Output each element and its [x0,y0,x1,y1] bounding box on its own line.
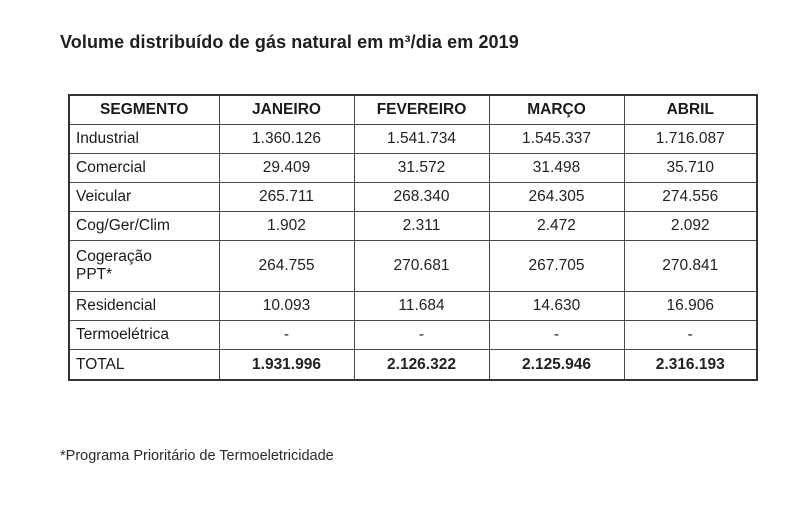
table-cell: 11.684 [353,291,490,321]
row-label: Residencial [68,291,220,321]
row-label: Veicular [68,182,220,212]
table-cell: 264.305 [488,182,625,212]
table-cell: - [488,320,625,350]
row-label: Industrial [68,124,220,154]
row-label-line2: PPT* [76,266,113,283]
table-row-cog-ger-clim: Cog/Ger/Clim 1.902 2.311 2.472 2.092 [68,211,758,241]
table-cell: 1.541.734 [353,124,490,154]
row-label: Cogeração PPT* [68,240,220,292]
table-cell: 31.572 [353,153,490,183]
table-row-residencial: Residencial 10.093 11.684 14.630 16.906 [68,291,758,321]
table-cell-total: 1.931.996 [218,349,355,381]
table-cell: 1.716.087 [623,124,758,154]
row-label: Termoelétrica [68,320,220,350]
table-row-termoeletrica: Termoelétrica - - - - [68,320,758,350]
table-cell: - [218,320,355,350]
table-cell-total: 2.125.946 [488,349,625,381]
header-janeiro: JANEIRO [218,94,355,125]
page-title: Volume distribuído de gás natural em m³/… [60,32,519,52]
table-cell: 2.092 [623,211,758,241]
header-segmento: SEGMENTO [68,94,220,125]
header-fevereiro: FEVEREIRO [353,94,490,125]
header-marco: MARÇO [488,94,625,125]
table-cell: 35.710 [623,153,758,183]
table-cell: 1.545.337 [488,124,625,154]
table-cell: 268.340 [353,182,490,212]
row-label-line1: Cogeração [76,248,152,265]
table-cell: - [353,320,490,350]
table-cell: 10.093 [218,291,355,321]
footnote: *Programa Prioritário de Termoeletricida… [60,448,334,464]
table-row-industrial: Industrial 1.360.126 1.541.734 1.545.337… [68,124,758,154]
row-label: Cog/Ger/Clim [68,211,220,241]
table-cell: 265.711 [218,182,355,212]
row-label: TOTAL [68,349,220,381]
table-header-row: SEGMENTO JANEIRO FEVEREIRO MARÇO ABRIL [68,94,758,125]
table-row-total: TOTAL 1.931.996 2.126.322 2.125.946 2.31… [68,349,758,381]
row-label: Comercial [68,153,220,183]
table-cell: 270.841 [623,240,758,292]
gas-volume-table: SEGMENTO JANEIRO FEVEREIRO MARÇO ABRIL I… [68,94,758,381]
table-row-comercial: Comercial 29.409 31.572 31.498 35.710 [68,153,758,183]
header-abril: ABRIL [623,94,758,125]
table-cell: 270.681 [353,240,490,292]
table-cell-total: 2.126.322 [353,349,490,381]
table-cell: 1.902 [218,211,355,241]
table-cell-total: 2.316.193 [623,349,758,381]
table-cell: 267.705 [488,240,625,292]
table-cell: 31.498 [488,153,625,183]
table-cell: 274.556 [623,182,758,212]
table-cell: 1.360.126 [218,124,355,154]
table-row-veicular: Veicular 265.711 268.340 264.305 274.556 [68,182,758,212]
table-cell: 264.755 [218,240,355,292]
table-cell: 2.472 [488,211,625,241]
table-cell: 16.906 [623,291,758,321]
table-cell: 14.630 [488,291,625,321]
gas-volume-table-container: SEGMENTO JANEIRO FEVEREIRO MARÇO ABRIL I… [68,94,758,381]
table-cell: - [623,320,758,350]
table-row-cogeracao-ppt: Cogeração PPT* 264.755 270.681 267.705 27… [68,240,758,292]
table-cell: 2.311 [353,211,490,241]
table-cell: 29.409 [218,153,355,183]
